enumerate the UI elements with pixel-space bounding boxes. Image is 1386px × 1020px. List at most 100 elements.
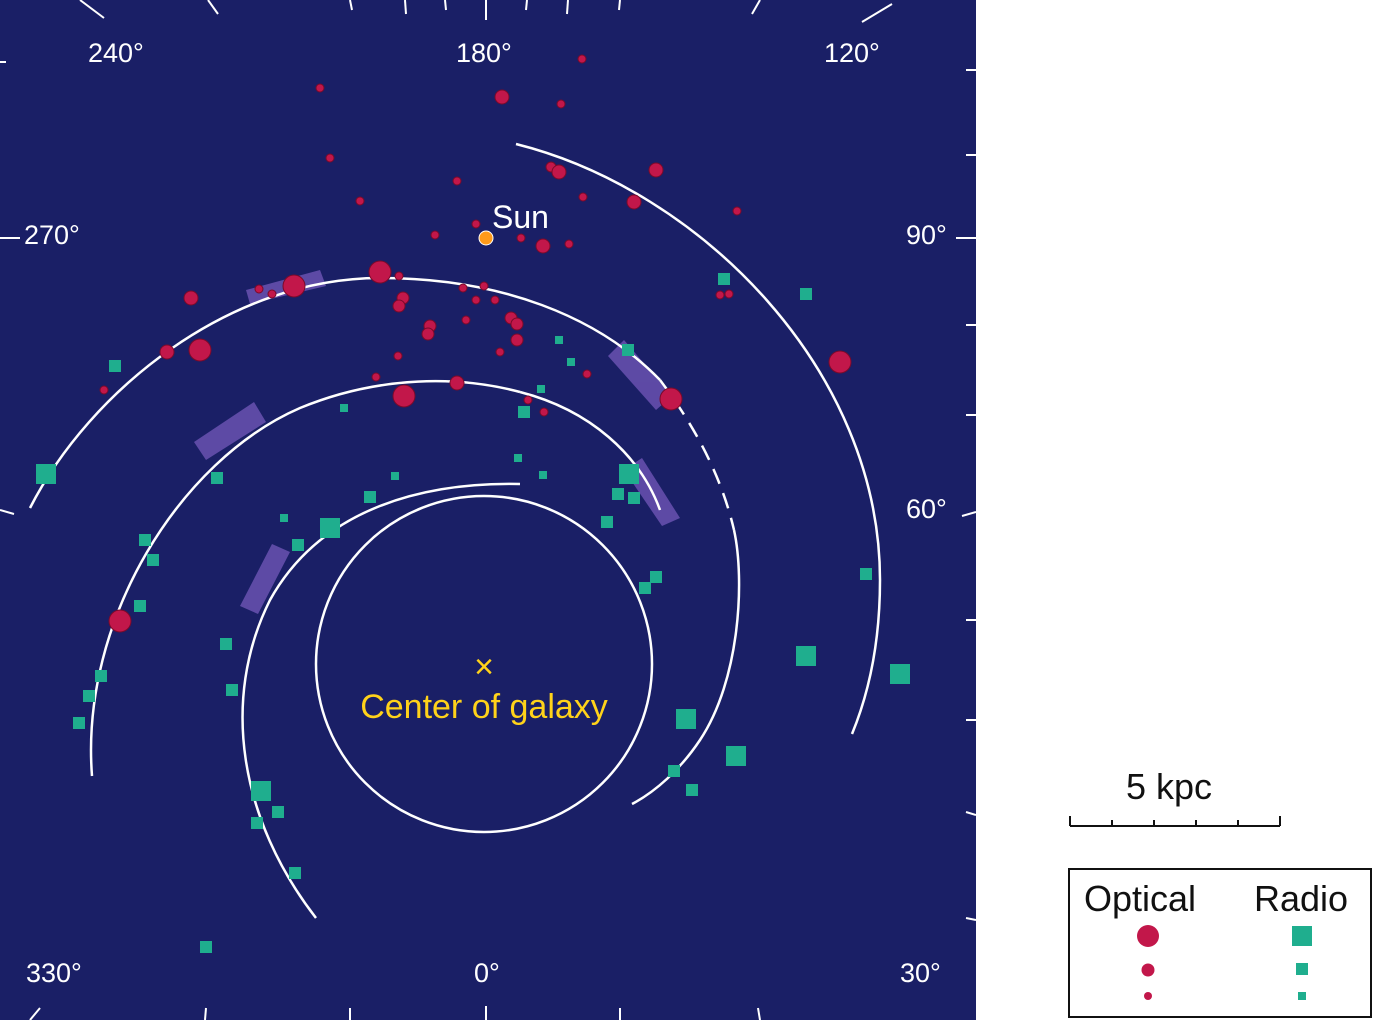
radio-hii-region bbox=[612, 488, 624, 500]
legend-radio-medium bbox=[1296, 963, 1308, 975]
optical-hii-region bbox=[577, 54, 587, 64]
legend-optical-medium bbox=[1141, 963, 1155, 977]
optical-hii-region bbox=[582, 369, 592, 379]
radio-hii-region bbox=[890, 664, 910, 684]
optical-hii-region bbox=[452, 176, 462, 186]
optical-hii-region bbox=[715, 290, 725, 300]
optical-hii-region bbox=[254, 284, 264, 294]
longitude-label-90: 90° bbox=[906, 220, 947, 250]
edge-ticks bbox=[0, 0, 976, 1020]
center-marker: × bbox=[474, 648, 494, 686]
radio-hii-region bbox=[686, 784, 698, 796]
arm-patch bbox=[194, 402, 266, 460]
radio-hii-region bbox=[601, 516, 613, 528]
optical-hii-region bbox=[510, 317, 524, 331]
arm-patch bbox=[240, 544, 290, 614]
optical-dots bbox=[99, 54, 852, 633]
longitude-label-60: 60° bbox=[906, 494, 947, 524]
legend-symbols bbox=[1137, 925, 1312, 1000]
radio-squares bbox=[36, 273, 910, 953]
optical-hii-region bbox=[183, 290, 199, 306]
optical-hii-region bbox=[510, 333, 524, 347]
optical-hii-region bbox=[394, 271, 404, 281]
radio-hii-region bbox=[567, 358, 575, 366]
optical-hii-region bbox=[393, 351, 403, 361]
scale-bar: 5 kpc bbox=[1060, 760, 1290, 840]
radio-hii-region bbox=[134, 600, 146, 612]
optical-hii-region bbox=[578, 192, 588, 202]
optical-hii-region bbox=[535, 238, 551, 254]
legend-radio-label: Radio bbox=[1254, 878, 1349, 919]
optical-hii-region bbox=[490, 295, 500, 305]
radio-hii-region bbox=[622, 344, 634, 356]
optical-hii-region bbox=[392, 299, 406, 313]
longitude-label-120: 120° bbox=[824, 38, 880, 68]
optical-hii-region bbox=[188, 338, 212, 362]
optical-hii-region bbox=[648, 162, 664, 178]
radio-hii-region bbox=[36, 464, 56, 484]
optical-hii-region bbox=[421, 327, 435, 341]
sagittarius-arm-east bbox=[519, 390, 662, 511]
legend-optical-small bbox=[1144, 992, 1152, 1000]
legend: Optical Radio bbox=[1068, 868, 1372, 1018]
optical-hii-region bbox=[724, 289, 734, 299]
center-label: Center of galaxy bbox=[360, 688, 608, 726]
optical-hii-region bbox=[494, 89, 510, 105]
longitude-label-240: 240° bbox=[88, 38, 144, 68]
optical-hii-region bbox=[315, 83, 325, 93]
optical-hii-region bbox=[471, 295, 481, 305]
outer-arm bbox=[515, 142, 882, 735]
legend-optical-label: Optical bbox=[1084, 878, 1197, 919]
radio-hii-region bbox=[292, 539, 304, 551]
optical-hii-region bbox=[495, 347, 505, 357]
radio-hii-region bbox=[537, 385, 545, 393]
optical-hii-region bbox=[392, 384, 416, 408]
legend-radio-small bbox=[1298, 992, 1306, 1000]
radio-hii-region bbox=[726, 746, 746, 766]
radio-hii-region bbox=[676, 709, 696, 729]
perseus-arm bbox=[28, 276, 661, 509]
legend-optical-large bbox=[1137, 925, 1159, 947]
optical-hii-region bbox=[626, 194, 642, 210]
spiral-arm-map: Sun × Center of galaxy 240° 180° 120° 27… bbox=[0, 0, 976, 1020]
optical-hii-region bbox=[479, 281, 489, 291]
perseus-arm-inner bbox=[631, 529, 741, 806]
radio-hii-region bbox=[211, 472, 223, 484]
optical-hii-region bbox=[430, 230, 440, 240]
optical-hii-region bbox=[355, 196, 365, 206]
radio-hii-region bbox=[280, 514, 288, 522]
arm-patches bbox=[194, 270, 680, 614]
optical-hii-region bbox=[461, 315, 471, 325]
optical-hii-region bbox=[371, 372, 381, 382]
optical-hii-region bbox=[159, 344, 175, 360]
optical-hii-region bbox=[551, 164, 567, 180]
radio-hii-region bbox=[95, 670, 107, 682]
radio-hii-region bbox=[251, 781, 271, 801]
longitude-label-330: 330° bbox=[26, 958, 82, 988]
optical-hii-region bbox=[282, 274, 306, 298]
radio-hii-region bbox=[340, 404, 348, 412]
radio-hii-region bbox=[139, 534, 151, 546]
optical-hii-region bbox=[325, 153, 335, 163]
longitude-label-180: 180° bbox=[456, 38, 512, 68]
legend-radio-large bbox=[1292, 926, 1312, 946]
radio-hii-region bbox=[289, 867, 301, 879]
spiral-arms bbox=[28, 142, 882, 919]
radio-hii-region bbox=[619, 464, 639, 484]
radio-hii-region bbox=[364, 491, 376, 503]
longitude-label-0: 0° bbox=[474, 958, 500, 988]
longitude-label-30: 30° bbox=[900, 958, 941, 988]
radio-hii-region bbox=[109, 360, 121, 372]
radio-hii-region bbox=[391, 472, 399, 480]
radio-hii-region bbox=[796, 646, 816, 666]
radio-hii-region bbox=[628, 492, 640, 504]
radio-hii-region bbox=[251, 817, 263, 829]
radio-hii-region bbox=[668, 765, 680, 777]
radio-hii-region bbox=[800, 288, 812, 300]
optical-hii-region bbox=[449, 375, 465, 391]
radio-hii-region bbox=[320, 518, 340, 538]
arm-patch bbox=[608, 340, 672, 410]
sun-label: Sun bbox=[492, 199, 549, 235]
radio-hii-region bbox=[226, 684, 238, 696]
radio-hii-region bbox=[518, 406, 530, 418]
